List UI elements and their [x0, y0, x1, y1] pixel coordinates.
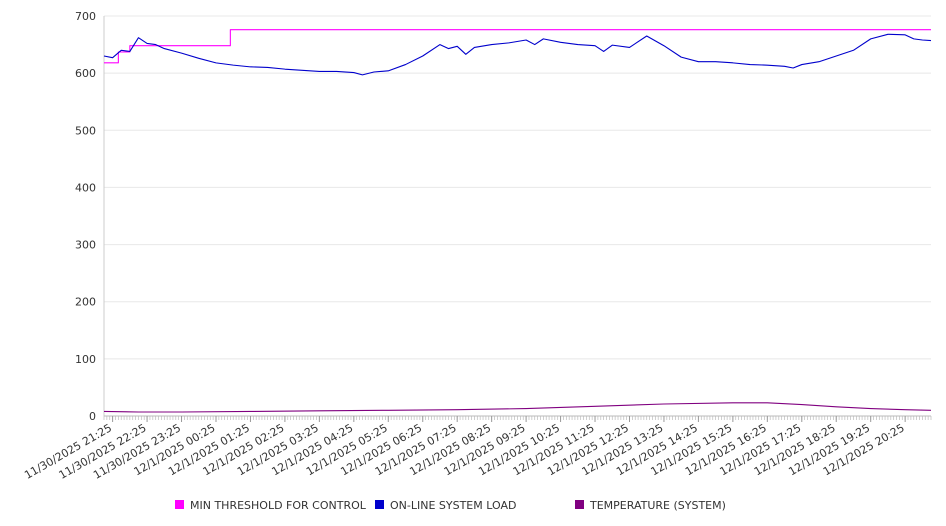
legend-item: ON-LINE SYSTEM LOAD — [375, 499, 516, 512]
legend-item: TEMPERATURE (SYSTEM) — [575, 499, 726, 512]
y-tick-label: 600 — [75, 67, 96, 80]
axes: 0 100 200 300 400 500 600 700 — [75, 10, 932, 423]
y-tick-label: 100 — [75, 353, 96, 366]
series-line-3 — [103, 402, 932, 413]
legend-label: TEMPERATURE (SYSTEM) — [589, 499, 726, 512]
y-tick-label: 300 — [75, 239, 96, 252]
y-tick-label: 0 — [89, 410, 96, 423]
grid — [104, 15, 931, 360]
series — [103, 29, 932, 413]
series-line-2 — [103, 33, 932, 76]
legend-swatch — [375, 500, 384, 509]
y-tick-label: 200 — [75, 296, 96, 309]
legend-item: MIN THRESHOLD FOR CONTROL — [175, 499, 367, 512]
y-tick-label: 400 — [75, 181, 96, 194]
legend: MIN THRESHOLD FOR CONTROL ON-LINE SYSTEM … — [175, 499, 726, 512]
y-tick-label: 700 — [75, 10, 96, 23]
series-line-1 — [104, 29, 931, 64]
legend-swatch — [575, 500, 584, 509]
legend-swatch — [175, 500, 184, 509]
legend-label: MIN THRESHOLD FOR CONTROL — [190, 499, 367, 512]
legend-label: ON-LINE SYSTEM LOAD — [390, 499, 516, 512]
y-tick-label: 500 — [75, 124, 96, 137]
